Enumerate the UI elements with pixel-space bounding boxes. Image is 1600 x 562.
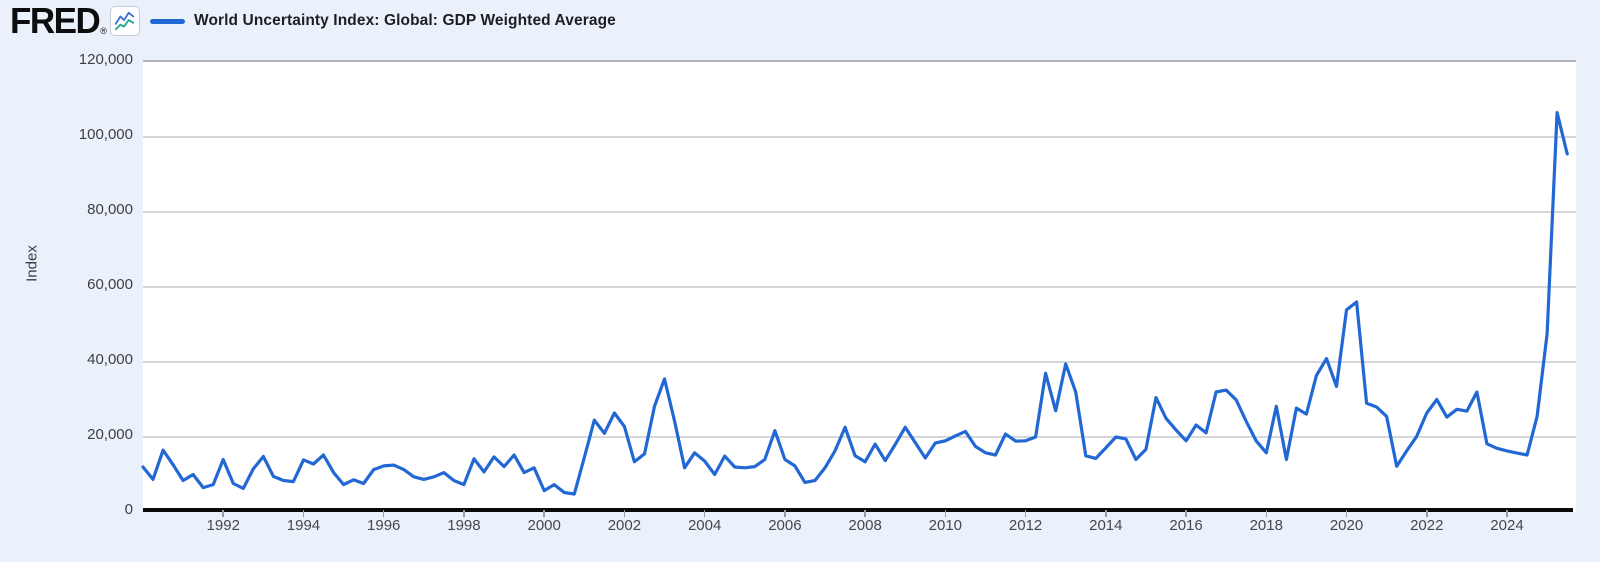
y-tick-label: 100,000	[78, 126, 133, 143]
x-tick-mark	[864, 510, 866, 517]
legend-line-swatch	[150, 18, 185, 24]
x-tick-mark	[1506, 510, 1508, 517]
x-tick-mark	[1265, 510, 1268, 517]
x-tick-label: 1992	[206, 517, 240, 534]
x-tick-mark	[382, 510, 385, 517]
x-axis-line	[143, 508, 1573, 512]
x-tick-label: 2010	[928, 517, 963, 534]
fred-logo: FRED ®	[10, 0, 140, 42]
series-line	[141, 110, 1569, 496]
x-tick-mark	[784, 510, 786, 517]
registered-trademark: ®	[100, 26, 107, 36]
x-tick-label: 2022	[1410, 517, 1444, 534]
x-tick-mark	[302, 510, 305, 517]
x-tick-label: 2012	[1008, 517, 1043, 534]
x-tick-mark	[463, 510, 465, 517]
x-tick-mark	[1105, 510, 1107, 517]
y-tick-label: 20,000	[87, 426, 133, 443]
fred-sparkline-icon-svg	[114, 11, 135, 31]
x-tick-mark	[222, 510, 224, 517]
y-tick-label: 0	[124, 501, 133, 518]
x-tick-label: 2014	[1089, 517, 1123, 534]
legend-series-label: World Uncertainty Index: Global: GDP Wei…	[194, 12, 616, 29]
x-tick-label: 2002	[607, 517, 642, 534]
x-tick-mark	[543, 510, 545, 517]
x-tick-mark	[703, 510, 706, 517]
y-tick-label: 60,000	[87, 276, 133, 293]
x-tick-label: 1996	[367, 517, 401, 534]
x-tick-mark	[1024, 510, 1027, 517]
x-tick-mark	[1185, 510, 1187, 517]
plot-area	[141, 60, 1576, 512]
x-tick-label: 2008	[848, 517, 882, 534]
line-chart-svg	[141, 110, 1576, 512]
x-tick-label: 1998	[447, 517, 481, 534]
x-tick-mark	[623, 510, 626, 517]
x-tick-mark	[1345, 510, 1348, 517]
y-tick-label: 80,000	[87, 201, 133, 218]
fred-sparkline-icon	[109, 6, 140, 36]
x-tick-label: 1994	[286, 517, 321, 534]
y-tick-label: 40,000	[87, 351, 133, 368]
x-tick-label: 2006	[768, 517, 802, 534]
legend: World Uncertainty Index: Global: GDP Wei…	[150, 12, 616, 30]
x-tick-mark	[944, 510, 947, 517]
y-tick-label: 120,000	[78, 51, 133, 68]
x-tick-label: 2000	[527, 517, 561, 534]
x-tick-label: 2024	[1490, 517, 1524, 534]
chart-header: FRED ® World Uncertainty Index: Global: …	[0, 0, 1600, 46]
x-tick-label: 2004	[687, 517, 722, 534]
fred-logo-text: FRED	[10, 0, 101, 42]
x-tick-label: 2018	[1249, 517, 1283, 534]
x-tick-label: 2016	[1169, 517, 1203, 534]
x-tick-mark	[1426, 510, 1428, 517]
x-tick-label: 2020	[1329, 517, 1364, 534]
